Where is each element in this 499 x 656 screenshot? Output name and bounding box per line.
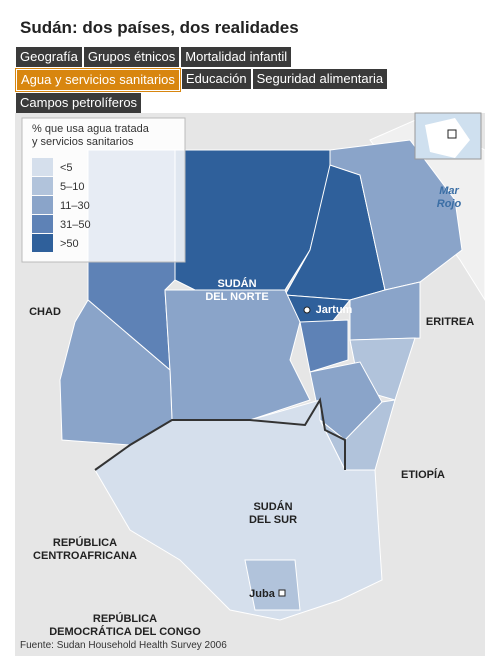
tab[interactable]: Seguridad alimentaria (252, 69, 388, 89)
tab[interactable]: Campos petrolíferos (16, 93, 142, 113)
legend-title: % que usa agua tratada (32, 123, 150, 135)
map-label: CENTROAFRICANA (33, 550, 137, 562)
title: Sudán: dos países, dos realidades (20, 18, 299, 37)
legend-label: 5–10 (60, 181, 84, 193)
tab-bar: Geografía Grupos étnicos Mortalidad infant… (15, 47, 436, 113)
legend-label: <5 (60, 162, 73, 174)
tab[interactable]: Educación (181, 69, 251, 89)
tab[interactable]: Agua y servicios sanitarios (15, 68, 181, 92)
map-label: Juba (249, 588, 276, 600)
legend-label: 31–50 (60, 219, 91, 231)
legend-label: 11–30 (60, 200, 90, 212)
map-label: SUDÁN (217, 277, 256, 290)
inset-marker (447, 129, 457, 139)
map-label: ETIOPÍA (401, 468, 445, 481)
legend-swatch (32, 215, 53, 233)
map-label: ERITREA (426, 316, 474, 328)
map-label: CHAD (29, 306, 61, 318)
legend-swatch (32, 158, 53, 176)
map-label: Rojo (437, 198, 462, 210)
region (299, 319, 349, 373)
source: Fuente: Sudan Household Health Survey 20… (20, 640, 227, 651)
region (164, 289, 311, 421)
region (59, 299, 173, 446)
legend-title: y servicios sanitarios (32, 136, 134, 148)
map-label: REPÚBLICA (93, 612, 157, 625)
tab[interactable]: Mortalidad infantil (181, 47, 292, 67)
map-label: SUDÁN (253, 500, 292, 513)
map-label: DEL NORTE (205, 291, 268, 303)
map-label: Jartum (316, 304, 353, 316)
legend-label: >50 (60, 238, 79, 250)
map-label: Mar (439, 185, 459, 197)
legend-swatch (32, 177, 53, 195)
border (94, 397, 346, 471)
tab[interactable]: Geografía (16, 47, 82, 67)
city-marker (278, 589, 286, 597)
tab[interactable]: Grupos étnicos (83, 47, 180, 67)
city-marker (303, 306, 311, 314)
legend-swatch (32, 196, 53, 214)
map-label: REPÚBLICA (53, 536, 117, 549)
legend-swatch (32, 234, 53, 252)
map-label: DEL SUR (249, 514, 297, 526)
map-label: DEMOCRÁTICA DEL CONGO (49, 625, 201, 638)
region (244, 559, 301, 611)
